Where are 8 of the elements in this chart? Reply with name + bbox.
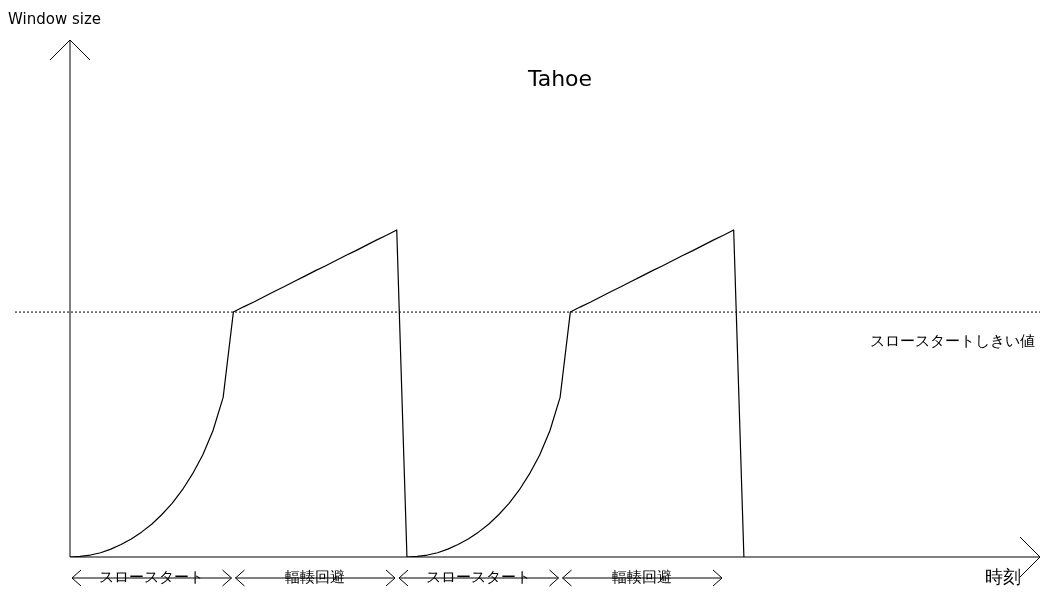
text: Window size	[8, 9, 101, 28]
ref-line-label: スロースタートしきい値	[870, 331, 1035, 350]
text: 輻輳回避	[285, 567, 346, 586]
text: 輻輳回避	[612, 567, 673, 586]
text: スロースタート	[426, 567, 532, 586]
chart-title: Tahoe	[526, 65, 593, 91]
x-axis-title: 時刻	[985, 565, 1021, 587]
text: スロースタート	[99, 567, 205, 586]
